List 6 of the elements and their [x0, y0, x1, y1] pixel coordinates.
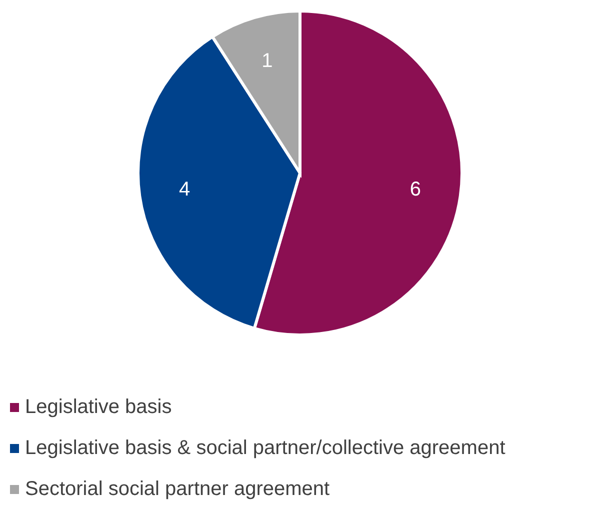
legend-label: Legislative basis & social partner/collective agreement	[25, 437, 506, 460]
legend-label: Sectorial social partner agreement	[25, 478, 330, 501]
legend-label: Legislative basis	[25, 396, 172, 419]
data-label: 6	[410, 178, 422, 201]
data-label: 1	[262, 50, 273, 72]
data-label: 4	[178, 178, 190, 201]
